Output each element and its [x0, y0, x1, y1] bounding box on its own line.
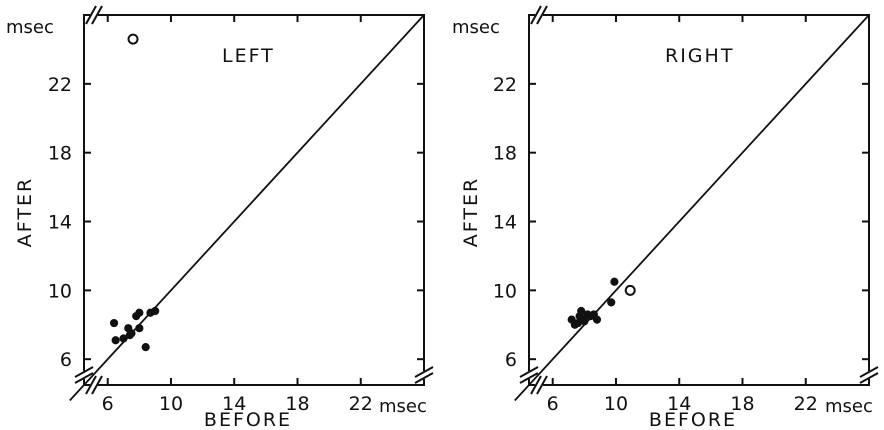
x-tick-label: 22: [794, 393, 818, 415]
x-axis-title: BEFORE: [204, 409, 292, 430]
x-tick-label: 10: [159, 393, 183, 415]
y-tick-label: 14: [493, 212, 517, 234]
mark-group: [515, 15, 869, 400]
y-tick-label: 10: [48, 280, 72, 302]
x-unit-label: msec: [825, 396, 873, 417]
y-unit-label: msec: [6, 17, 54, 38]
x-tick-label: 18: [730, 393, 754, 415]
data-point: [128, 330, 135, 337]
y-tick-label: 6: [505, 349, 517, 371]
x-tick-label: 18: [285, 393, 309, 415]
data-point: [608, 299, 615, 306]
y-tick-label: 22: [48, 74, 72, 96]
y-tick-label: 14: [48, 212, 72, 234]
data-point: [136, 325, 143, 332]
data-point: [142, 344, 149, 351]
data-point: [152, 307, 159, 314]
mark-group: [70, 15, 424, 400]
y-tick-label: 18: [493, 143, 517, 165]
panel-left: msec msec LEFT BEFORE AFTER 6 10 14 18 22 6 10…: [6, 6, 433, 430]
x-tick-label: 22: [349, 393, 373, 415]
y-tick-label: 6: [60, 349, 72, 371]
y-tick-label: 10: [493, 280, 517, 302]
data-point: [112, 337, 119, 344]
x-tick-label: 6: [547, 393, 559, 415]
data-point: [110, 319, 117, 326]
panel-right: msec msec RIGHT BEFORE AFTER 6 10 14 18 22 6 1…: [452, 6, 878, 430]
data-point: [581, 318, 588, 325]
x-axis-title: BEFORE: [649, 409, 737, 430]
open-data-point: [626, 286, 635, 295]
chart-title: LEFT: [222, 45, 275, 67]
open-data-point: [129, 35, 138, 44]
y-tick-label: 18: [48, 143, 72, 165]
x-tick-label: 14: [222, 393, 246, 415]
identity-line: [70, 15, 424, 400]
y-unit-label: msec: [452, 17, 500, 38]
x-unit-label: msec: [379, 396, 427, 417]
data-point: [593, 316, 600, 323]
y-axis-title: AFTER: [460, 177, 482, 247]
identity-line: [515, 15, 869, 400]
chart-title: RIGHT: [665, 45, 734, 67]
x-tick-label: 6: [102, 393, 114, 415]
data-point: [611, 278, 618, 285]
y-axis-title: AFTER: [14, 177, 36, 247]
data-point: [136, 309, 143, 316]
x-tick-label: 10: [604, 393, 628, 415]
x-tick-label: 14: [667, 393, 691, 415]
y-tick-label: 22: [493, 74, 517, 96]
